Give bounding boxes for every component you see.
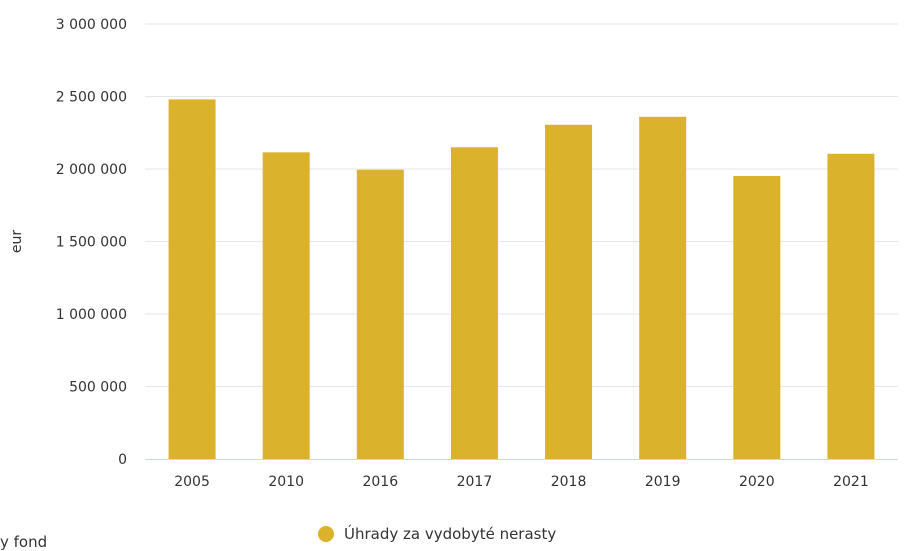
y-tick-label: 3 000 000 bbox=[56, 17, 127, 33]
y-tick-label: 1 500 000 bbox=[56, 235, 127, 251]
bar-chart: 0 500 000 1 000 000 1 500 000 2 000 000 2 500… bbox=[9, 17, 898, 490]
x-tick-label: 2020 bbox=[739, 474, 775, 490]
y-tick-label: 1 000 000 bbox=[56, 307, 127, 323]
x-tick-label: 2019 bbox=[645, 474, 681, 490]
gridlines bbox=[145, 23, 898, 387]
x-tick-label: 2016 bbox=[362, 474, 398, 490]
y-tick-label: 2 500 000 bbox=[56, 90, 127, 106]
bar[interactable] bbox=[450, 147, 498, 459]
legend-marker bbox=[318, 526, 334, 542]
x-tick-label: 2005 bbox=[174, 474, 210, 490]
legend[interactable]: Úhrady za vydobyté nerasty bbox=[318, 525, 556, 543]
bar[interactable] bbox=[733, 175, 781, 459]
bar[interactable] bbox=[262, 152, 310, 459]
x-tick-label: 2021 bbox=[833, 474, 869, 490]
x-axis-ticks: 2005 2010 2016 2017 2018 2019 2020 2021 bbox=[174, 474, 869, 490]
y-axis-title: eur bbox=[9, 230, 25, 253]
x-tick-label: 2018 bbox=[551, 474, 587, 490]
legend-label: Úhrady za vydobyté nerasty bbox=[344, 525, 557, 543]
y-tick-label: 2 000 000 bbox=[56, 162, 127, 178]
bar[interactable] bbox=[827, 153, 875, 459]
y-axis-ticks: 0 500 000 1 000 000 1 500 000 2 000 000 2 500… bbox=[56, 17, 127, 468]
bar[interactable] bbox=[639, 116, 687, 460]
bars bbox=[168, 99, 875, 460]
x-tick-label: 2010 bbox=[268, 474, 304, 490]
y-tick-label: 0 bbox=[118, 452, 127, 468]
bar[interactable] bbox=[168, 99, 216, 460]
y-tick-label: 500 000 bbox=[69, 380, 127, 396]
bar[interactable] bbox=[545, 124, 593, 460]
x-tick-label: 2017 bbox=[457, 474, 493, 490]
bar[interactable] bbox=[356, 169, 404, 459]
footer-cut-text: y fond bbox=[0, 533, 48, 551]
